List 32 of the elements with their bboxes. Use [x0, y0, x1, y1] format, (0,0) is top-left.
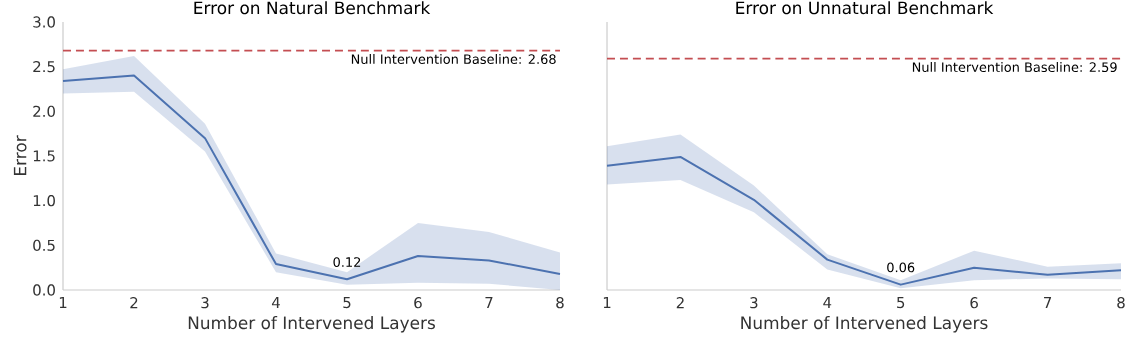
x-tick-label: 6	[970, 297, 978, 309]
x-tick-label: 8	[1117, 297, 1125, 309]
x-tick-label: 3	[201, 297, 209, 309]
x-tick-label: 2	[130, 297, 138, 309]
ref-line-label: Null Intervention Baseline: 2.68	[351, 53, 556, 64]
y-tick-label: 2.0	[33, 105, 55, 117]
y-tick-label: 1.5	[33, 150, 55, 162]
x-tick-label: 7	[1044, 297, 1052, 308]
x-tick-label: 4	[271, 297, 280, 308]
chart-title: Error on Unnatural Benchmark	[736, 1, 994, 15]
x-tick-label: 2	[676, 297, 684, 309]
annotation: 0.12	[333, 257, 361, 267]
y-tick-label: 3.0	[33, 16, 55, 28]
chart-title: Error on Natural Benchmark	[194, 1, 431, 15]
y-tick-label: 2.5	[33, 61, 55, 73]
x-tick-label: 6	[414, 297, 422, 309]
ref-line-label: Null Intervention Baseline: 2.59	[912, 62, 1117, 73]
x-tick-label: 7	[485, 297, 493, 308]
x-tick-label: 8	[556, 297, 564, 309]
y-tick-label: 1.0	[33, 195, 55, 207]
y-tick-label: 0.5	[33, 239, 55, 251]
x-tick-label: 1	[603, 297, 611, 308]
x-tick-label: 5	[343, 297, 351, 309]
x-axis-title: Number of Intervened Layers	[741, 316, 988, 333]
x-axis-title: Number of Intervened Layers	[188, 316, 435, 333]
y-tick-label: 0.0	[33, 284, 55, 296]
x-tick-label: 1	[59, 297, 67, 308]
y-axis-title: Error	[13, 135, 27, 175]
annotation: 0.06	[887, 262, 915, 273]
x-tick-label: 3	[750, 297, 758, 309]
x-tick-label: 5	[897, 297, 905, 309]
x-tick-label: 4	[823, 297, 832, 308]
